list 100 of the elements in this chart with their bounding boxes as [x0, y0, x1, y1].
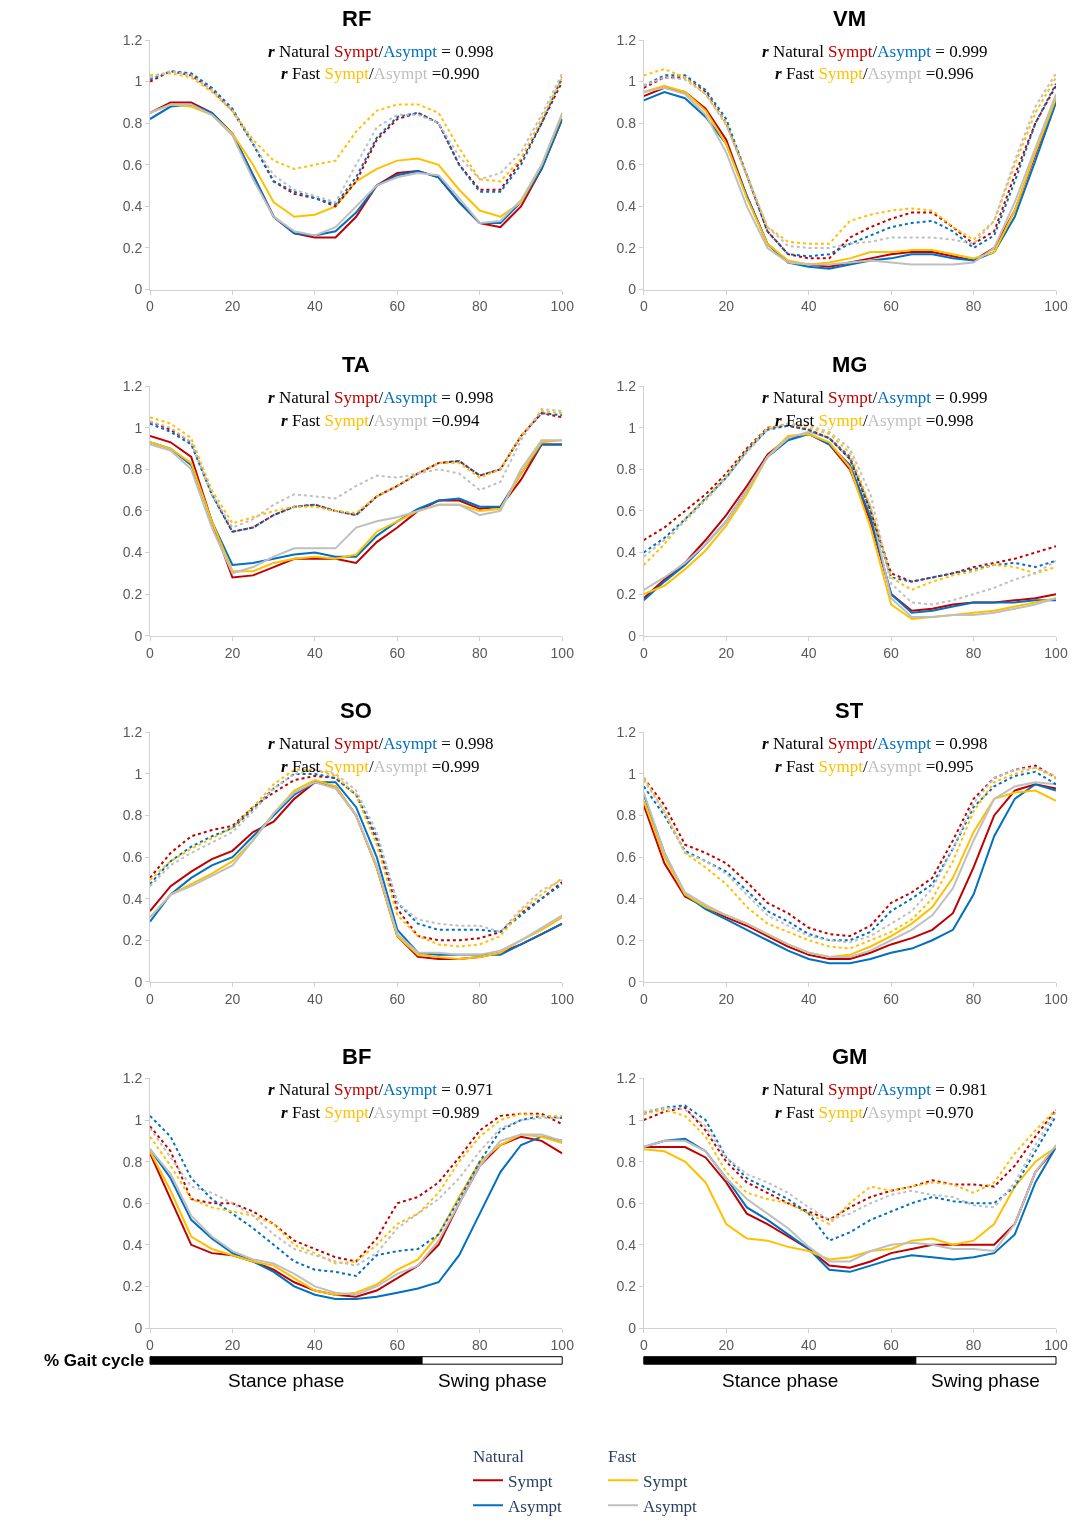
x-tick-label: 40 — [307, 990, 323, 1007]
annotation: r Fast Sympt/Asympt =0.970 — [775, 1103, 974, 1122]
y-tick-label: 0 — [628, 1319, 637, 1336]
chart-title: RF — [342, 6, 372, 31]
y-tick-label: 0.4 — [122, 544, 143, 561]
y-tick-label: 0.4 — [122, 890, 143, 907]
y-tick-label: 0.6 — [122, 848, 143, 865]
x-tick-label: 80 — [471, 990, 488, 1007]
y-tick-label: 1.2 — [616, 1070, 637, 1087]
y-tick-label: 1.2 — [616, 378, 637, 395]
y-tick-label: 0.4 — [616, 544, 637, 561]
x-tick-label: 40 — [800, 298, 817, 315]
y-tick-label: 0.8 — [616, 115, 637, 132]
y-tick-label: 0.6 — [616, 848, 637, 865]
x-tick-label: 0 — [146, 1336, 155, 1353]
x-tick-label: 20 — [718, 990, 735, 1007]
chart-title: BF — [342, 1044, 372, 1069]
x-tick-label: 80 — [471, 1336, 488, 1353]
y-tick-label: 0 — [134, 1319, 143, 1336]
annotation: r Fast Sympt/Asympt =0.998 — [775, 411, 974, 430]
y-tick-label: 1.2 — [616, 31, 637, 48]
x-tick-label: 60 — [883, 1336, 900, 1353]
x-tick-label: 40 — [307, 644, 323, 661]
text: Stance phase — [722, 1370, 839, 1391]
y-tick-label: 0.6 — [122, 156, 143, 173]
legend-label: Sympt — [643, 1471, 688, 1491]
chart-title: SO — [340, 698, 372, 723]
chart-title: MG — [832, 352, 868, 377]
x-tick-label: 20 — [718, 1336, 735, 1353]
chart-title: ST — [835, 698, 864, 723]
y-tick-label: 0.6 — [616, 1195, 637, 1212]
x-tick-label: 100 — [1044, 1336, 1068, 1353]
x-tick-label: 100 — [550, 644, 575, 661]
y-tick-label: 0.2 — [122, 1278, 143, 1295]
x-tick-label: 60 — [389, 298, 406, 315]
annotation: r Fast Sympt/Asympt =0.995 — [775, 757, 974, 776]
text: % Gait cycle — [44, 1351, 145, 1370]
annotation: r Fast Sympt/Asympt =0.989 — [281, 1103, 480, 1122]
y-tick-label: 0.8 — [616, 807, 637, 824]
y-tick-label: 0.6 — [616, 502, 637, 519]
y-tick-label: 0 — [134, 281, 143, 298]
y-tick-label: 1.2 — [122, 1070, 143, 1087]
x-tick-label: 40 — [800, 990, 817, 1007]
annotation: r Fast Sympt/Asympt =0.999 — [281, 757, 480, 776]
y-tick-label: 1 — [134, 73, 143, 90]
x-tick-label: 60 — [389, 990, 406, 1007]
y-tick-label: 1.2 — [122, 724, 143, 741]
y-tick-label: 0 — [134, 627, 143, 644]
y-tick-label: 1 — [628, 73, 637, 90]
y-tick-label: 0.4 — [122, 1236, 143, 1253]
y-tick-label: 0.8 — [122, 461, 143, 478]
y-tick-label: 0.4 — [122, 198, 143, 215]
x-tick-label: 60 — [389, 644, 406, 661]
y-tick-label: 0.2 — [616, 586, 637, 603]
y-tick-label: 0.2 — [122, 586, 143, 603]
text: Stance phase — [228, 1370, 345, 1391]
x-tick-label: 80 — [965, 990, 982, 1007]
y-tick-label: 1.2 — [616, 724, 637, 741]
annotation: r Natural Sympt/Asympt = 0.981 — [762, 1080, 988, 1099]
y-tick-label: 0.4 — [616, 1236, 637, 1253]
chart-title: TA — [342, 352, 370, 377]
y-tick-label: 0 — [628, 627, 637, 644]
y-tick-label: 0.2 — [122, 239, 143, 256]
annotation: r Natural Sympt/Asympt = 0.998 — [268, 42, 494, 61]
text: Swing phase — [931, 1370, 1040, 1391]
x-tick-label: 100 — [550, 298, 575, 315]
y-tick-label: 1 — [628, 419, 637, 436]
x-tick-label: 0 — [639, 990, 648, 1007]
x-tick-label: 0 — [639, 1336, 648, 1353]
annotation: r Natural Sympt/Asympt = 0.999 — [762, 42, 988, 61]
y-tick-label: 0 — [134, 973, 143, 990]
annotation: r Natural Sympt/Asympt = 0.998 — [762, 734, 988, 753]
x-tick-label: 0 — [146, 644, 155, 661]
y-tick-label: 0.2 — [122, 932, 143, 949]
x-tick-label: 0 — [146, 990, 155, 1007]
y-tick-label: 0.2 — [616, 239, 637, 256]
annotation: r Natural Sympt/Asympt = 0.999 — [762, 388, 988, 407]
x-tick-label: 40 — [800, 644, 817, 661]
x-tick-label: 80 — [471, 644, 488, 661]
legend-label: Asympt — [643, 1496, 698, 1516]
x-tick-label: 80 — [965, 644, 982, 661]
x-tick-label: 0 — [146, 298, 155, 315]
x-tick-label: 40 — [307, 298, 323, 315]
x-tick-label: 0 — [639, 298, 648, 315]
x-tick-label: 100 — [1044, 644, 1068, 661]
y-tick-label: 0.6 — [122, 1195, 143, 1212]
annotation: r Natural Sympt/Asympt = 0.998 — [268, 388, 494, 407]
annotation: r Fast Sympt/Asympt =0.994 — [281, 411, 481, 430]
y-tick-label: 1 — [134, 1111, 143, 1128]
x-tick-label: 40 — [800, 1336, 817, 1353]
annotation: r Fast Sympt/Asympt =0.990 — [281, 64, 480, 83]
y-tick-label: 0.8 — [616, 461, 637, 478]
x-tick-label: 20 — [224, 644, 241, 661]
chart-title: VM — [833, 6, 866, 31]
text: Swing phase — [438, 1370, 547, 1391]
x-tick-label: 100 — [1044, 298, 1068, 315]
y-tick-label: 0.6 — [616, 156, 637, 173]
annotation: r Natural Sympt/Asympt = 0.971 — [268, 1080, 494, 1099]
x-tick-label: 20 — [224, 298, 241, 315]
y-tick-label: 1 — [628, 1111, 637, 1128]
